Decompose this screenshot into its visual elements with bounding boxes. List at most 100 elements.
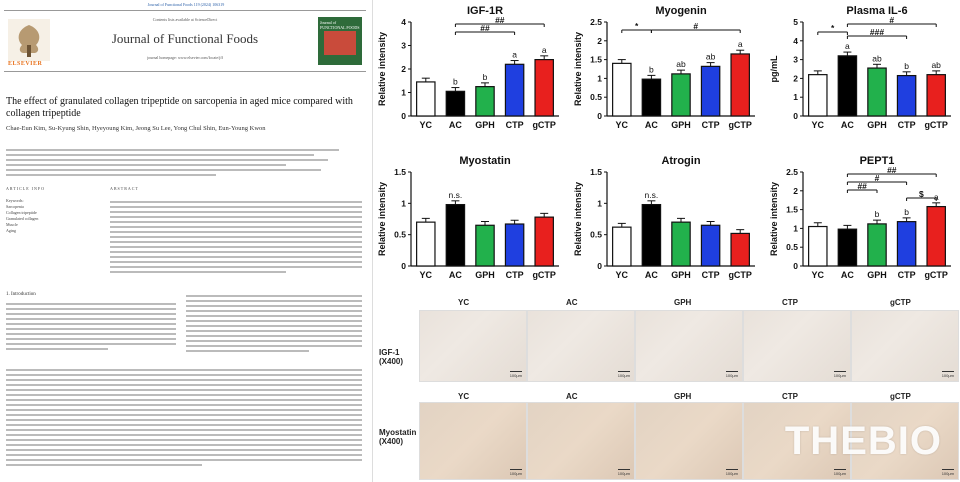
x-tick-label: CTP <box>506 120 524 130</box>
y-axis-label: Relative intensity <box>769 182 779 256</box>
significance-letter: b <box>649 64 654 74</box>
x-tick-label: YC <box>420 120 433 130</box>
significance-mark: # <box>889 15 894 25</box>
x-tick-label: GPH <box>475 120 495 130</box>
x-tick-label: gCTP <box>728 120 752 130</box>
bar-gctp <box>534 216 554 267</box>
journal-cover: Journal of FUNCTIONAL FOODS <box>318 17 362 65</box>
significance-mark: ### <box>870 27 884 37</box>
x-tick-label: CTP <box>898 270 916 280</box>
keyword-item: Granulated collagen <box>6 216 39 221</box>
y-tick-label: 3 <box>401 41 406 51</box>
y-tick-label: 5 <box>793 17 798 27</box>
bar-gctp <box>926 205 946 267</box>
significance-letter: b <box>453 77 458 87</box>
x-tick-label: GPH <box>671 120 691 130</box>
x-tick-label: CTP <box>506 270 524 280</box>
x-tick-label: GPH <box>475 270 495 280</box>
significance-letter: a <box>934 192 939 202</box>
keyword-item: Sarcopenia <box>6 204 24 209</box>
bar-ac <box>641 78 662 117</box>
y-tick-label: 1 <box>597 198 602 208</box>
significance-letter: a <box>542 45 547 55</box>
significance-letter: a <box>738 39 743 49</box>
y-tick-label: 2.5 <box>786 167 798 177</box>
article-info-heading: ARTICLE INFO <box>6 186 45 191</box>
micrograph-myostatin-yc: 100μm <box>419 402 527 480</box>
y-tick-label: 0.5 <box>394 230 406 240</box>
y-tick-label: 0 <box>793 111 798 121</box>
significance-letter: b <box>904 61 909 71</box>
column-label-yc: YC <box>458 298 470 307</box>
bar-ctp <box>700 224 721 267</box>
publisher-name: ELSEVIER <box>8 61 43 67</box>
bar-yc <box>808 225 828 267</box>
intro-column-left <box>6 300 176 353</box>
y-tick-label: 1 <box>793 223 798 233</box>
micrograph-igf1-ac: 100μm <box>527 310 635 382</box>
bar-gph <box>867 223 887 267</box>
keywords-block: Keywords: Sarcopenia Collagen tripeptide Gr… <box>6 198 86 234</box>
row-label-myostatin: Myostatin (X400) <box>379 428 417 446</box>
significance-letter: ab <box>676 59 686 69</box>
significance-letter: b <box>875 209 880 219</box>
x-tick-label: gCTP <box>924 120 948 130</box>
scale-bar: 100μm <box>941 469 954 476</box>
bar-ac <box>445 90 466 117</box>
column-label-ctp: CTP <box>782 298 798 307</box>
significance-letter: b <box>904 207 909 217</box>
y-tick-label: 2 <box>793 73 798 83</box>
bar-gctp <box>926 74 946 117</box>
significance-mark: $ <box>919 189 924 199</box>
x-tick-label: YC <box>812 270 825 280</box>
x-tick-label: gCTP <box>728 270 752 280</box>
bar-ctp <box>896 74 917 117</box>
significance-letter: n.s. <box>645 190 659 200</box>
y-tick-label: 0.5 <box>590 230 602 240</box>
y-tick-label: 2 <box>793 186 798 196</box>
y-tick-label: 1.5 <box>394 167 406 177</box>
x-tick-label: YC <box>616 270 629 280</box>
significance-mark: ## <box>857 181 867 191</box>
y-tick-label: 1 <box>597 73 602 83</box>
micrograph-igf1-gctp: 100μm <box>851 310 959 382</box>
bar-yc <box>808 74 828 117</box>
bar-yc <box>612 62 632 117</box>
bar-gph <box>867 67 887 117</box>
micrograph-myostatin-gph: 100μm <box>635 402 743 480</box>
scale-bar: 100μm <box>833 469 846 476</box>
y-tick-label: 2 <box>401 64 406 74</box>
bar-ac <box>445 203 466 267</box>
significance-letter: a <box>512 50 517 60</box>
intro-column-right <box>186 292 362 355</box>
bar-ac <box>837 228 858 267</box>
footnotes-block <box>6 366 362 469</box>
x-tick-label: gCTP <box>532 120 556 130</box>
figure-panel: IGF-1R Relative intensity 0 1 2 3 4 YC AC b GPH b CT… <box>373 0 960 482</box>
y-tick-label: 4 <box>401 17 406 27</box>
y-tick-label: 0 <box>597 111 602 121</box>
y-tick-label: 1 <box>401 88 406 98</box>
x-tick-label: CTP <box>702 270 720 280</box>
affiliations-block <box>6 146 356 179</box>
micrograph-igf1-yc: 100μm <box>419 310 527 382</box>
significance-mark: ## <box>887 165 897 175</box>
y-tick-label: 3 <box>793 55 798 65</box>
y-tick-label: 4 <box>793 36 798 46</box>
x-tick-label: YC <box>812 120 825 130</box>
column-label-ac: AC <box>566 298 578 307</box>
paper-title: The effect of granulated collagen tripep… <box>6 96 353 119</box>
row-label-igf1: IGF-1 (X400) <box>379 348 404 366</box>
column-label-gctp: gCTP <box>890 298 911 307</box>
scale-bar: 100μm <box>833 371 846 378</box>
y-tick-label: 0 <box>793 261 798 271</box>
x-tick-label: AC <box>841 270 854 280</box>
bar-ctp <box>700 65 721 117</box>
bar-gph <box>671 221 691 267</box>
scale-bar: 100μm <box>941 371 954 378</box>
journal-homepage: journal homepage: www.elsevier.com/locat… <box>147 55 223 60</box>
scale-bar: 100μm <box>725 469 738 476</box>
x-tick-label: AC <box>645 120 658 130</box>
y-axis-label: Relative intensity <box>377 32 387 106</box>
x-tick-label: AC <box>449 270 462 280</box>
